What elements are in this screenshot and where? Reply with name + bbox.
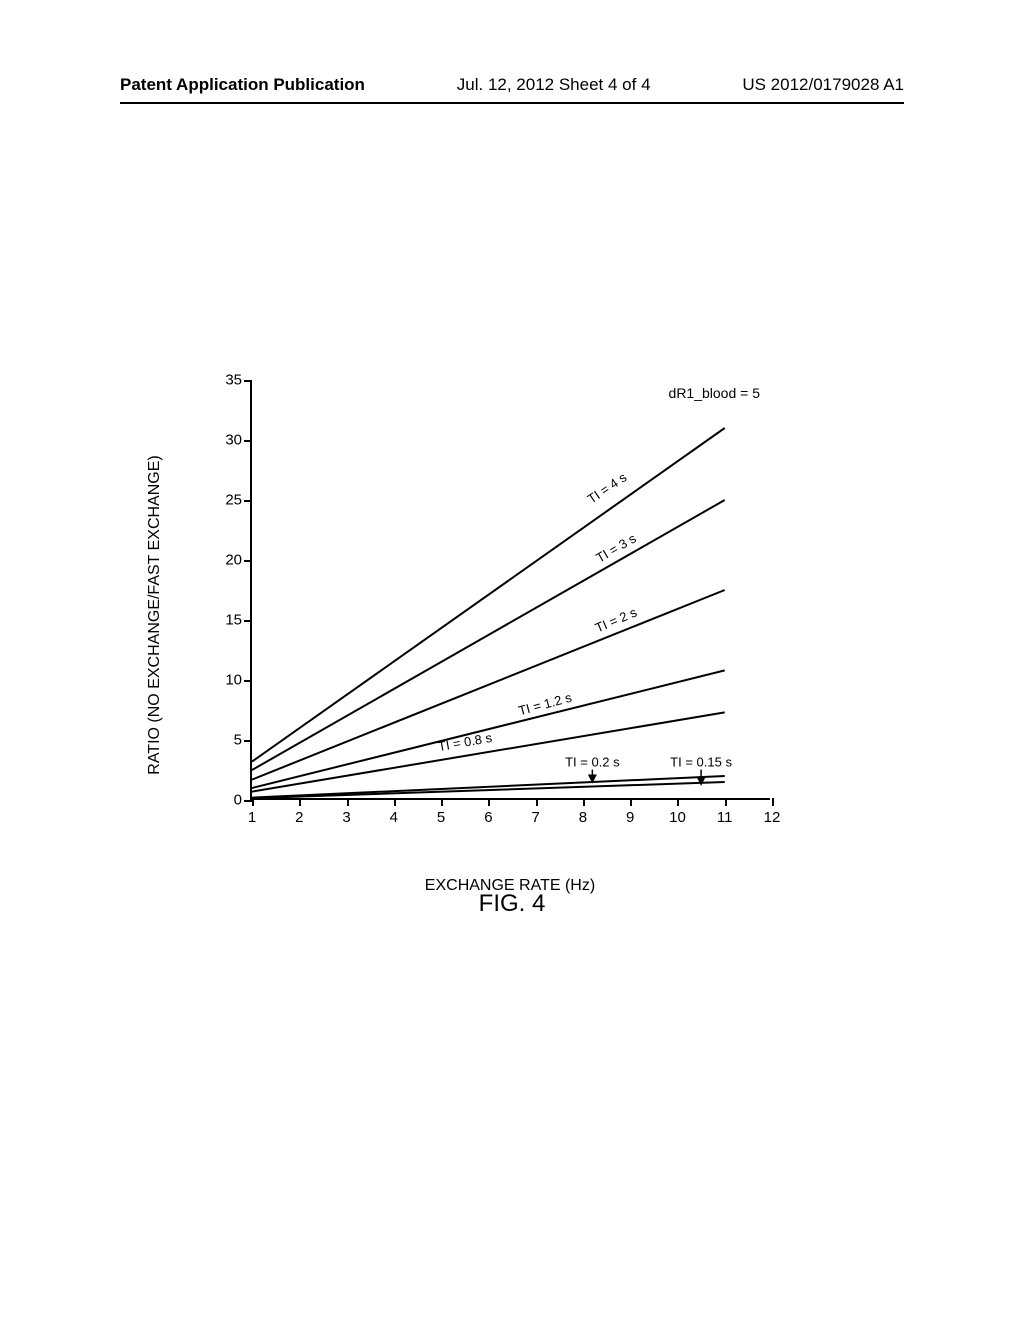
y-tick	[244, 800, 252, 802]
x-tick-label: 7	[531, 809, 539, 826]
x-tick-label: 10	[669, 809, 686, 826]
x-tick-label: 9	[626, 809, 634, 826]
y-tick	[244, 680, 252, 682]
series-line	[252, 782, 725, 798]
x-tick	[488, 798, 490, 806]
y-tick-label: 25	[217, 492, 242, 509]
x-tick	[252, 798, 254, 806]
x-tick-label: 1	[248, 809, 256, 826]
header-patent-number: US 2012/0179028 A1	[742, 75, 904, 95]
x-tick	[725, 798, 727, 806]
x-tick	[630, 798, 632, 806]
x-tick	[394, 798, 396, 806]
chart-svg	[252, 380, 772, 800]
series-label: TI = 0.2 s	[565, 754, 620, 769]
y-tick-label: 15	[217, 612, 242, 629]
figure-caption: FIG. 4	[479, 890, 546, 918]
x-tick-label: 5	[437, 809, 445, 826]
y-tick	[244, 620, 252, 622]
x-tick-label: 8	[579, 809, 587, 826]
x-tick	[772, 798, 774, 806]
page-header: Patent Application Publication Jul. 12, …	[0, 75, 1024, 95]
header-date-sheet: Jul. 12, 2012 Sheet 4 of 4	[457, 75, 651, 95]
x-tick-label: 2	[295, 809, 303, 826]
y-axis-label: RATIO (NO EXCHANGE/FAST EXCHANGE)	[146, 455, 164, 774]
x-tick-label: 3	[342, 809, 350, 826]
plot-area: dR1_blood = 5 05101520253035123456789101…	[250, 380, 770, 800]
x-tick-label: 4	[390, 809, 398, 826]
y-tick	[244, 380, 252, 382]
header-publication: Patent Application Publication	[120, 75, 365, 95]
x-tick	[347, 798, 349, 806]
y-tick-label: 35	[217, 372, 242, 389]
y-tick	[244, 440, 252, 442]
x-tick	[677, 798, 679, 806]
y-tick-label: 10	[217, 672, 242, 689]
x-tick-label: 11	[717, 809, 733, 826]
y-tick-label: 30	[217, 432, 242, 449]
y-tick-label: 20	[217, 552, 242, 569]
x-tick	[441, 798, 443, 806]
x-tick-label: 6	[484, 809, 492, 826]
x-tick	[299, 798, 301, 806]
y-tick-label: 0	[217, 792, 242, 809]
series-line	[252, 428, 725, 762]
y-tick	[244, 500, 252, 502]
x-tick-label: 12	[764, 809, 781, 826]
y-tick	[244, 740, 252, 742]
x-tick	[536, 798, 538, 806]
x-tick	[583, 798, 585, 806]
y-tick-label: 5	[217, 732, 242, 749]
chart-container: RATIO (NO EXCHANGE/FAST EXCHANGE) dR1_bl…	[210, 380, 810, 850]
header-rule	[120, 102, 904, 104]
series-label: TI = 0.15 s	[670, 754, 732, 769]
y-tick	[244, 560, 252, 562]
